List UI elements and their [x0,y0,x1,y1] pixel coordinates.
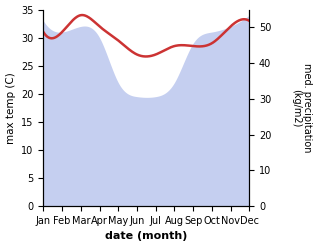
Y-axis label: med. precipitation
(kg/m2): med. precipitation (kg/m2) [291,63,313,153]
Y-axis label: max temp (C): max temp (C) [5,72,16,144]
X-axis label: date (month): date (month) [105,231,188,242]
